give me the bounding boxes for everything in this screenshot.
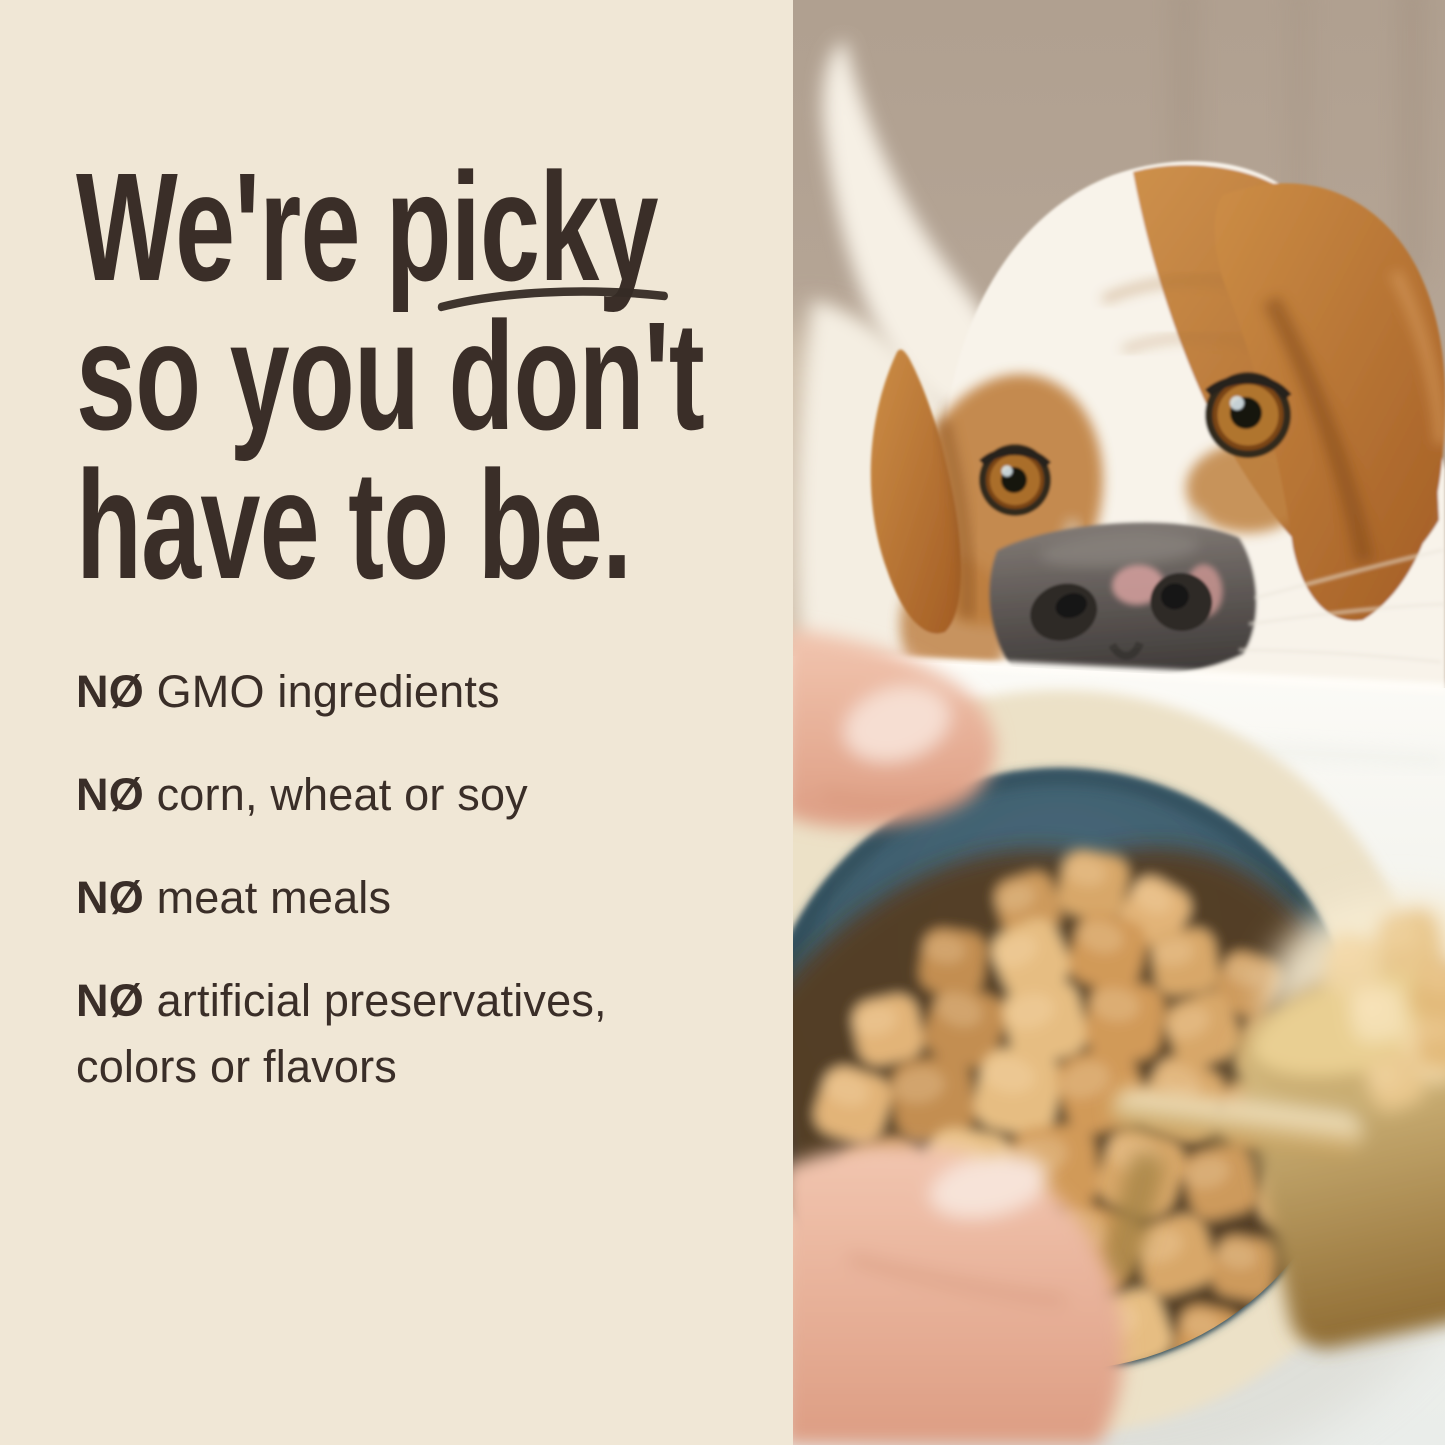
headline-word-picky-wrap: picky bbox=[386, 150, 669, 312]
dog-right-ear bbox=[1214, 183, 1445, 621]
dog-right-eye bbox=[1204, 372, 1292, 458]
claim-text: corn, wheat or soy bbox=[156, 769, 528, 820]
claim-text: artificial preservatives, bbox=[156, 975, 607, 1026]
no-symbol: NØ bbox=[76, 666, 144, 717]
claim-no-gmo: NØ GMO ingredients bbox=[76, 659, 736, 725]
claim-text: meat meals bbox=[156, 872, 392, 923]
text-panel: We're picky so you don't have to be. NØ G… bbox=[76, 150, 736, 1137]
dog-left-ear bbox=[870, 349, 974, 634]
hand-thumb bbox=[793, 629, 996, 828]
headline-line-1: We're picky bbox=[76, 150, 704, 312]
headline-line-3: have to be. bbox=[76, 439, 632, 611]
photo-panel bbox=[793, 0, 1445, 1445]
no-symbol: NØ bbox=[76, 975, 144, 1026]
headline-word-picky: picky bbox=[385, 141, 659, 313]
headline-word-were: We're bbox=[76, 141, 360, 313]
scoop-kibble bbox=[1322, 908, 1445, 1111]
claim-text: GMO ingredients bbox=[156, 666, 500, 717]
no-symbol: NØ bbox=[76, 872, 144, 923]
dog-head bbox=[870, 161, 1445, 731]
food-scoop bbox=[1101, 895, 1445, 1349]
thumb-nail bbox=[844, 686, 950, 762]
claim-no-meat-meals: NØ meat meals bbox=[76, 865, 736, 931]
claim-no-corn-wheat-soy: NØ corn, wheat or soy bbox=[76, 762, 736, 828]
dog-left-eye bbox=[979, 444, 1052, 516]
hand-fingers bbox=[793, 1144, 1124, 1445]
claim-list: NØ GMO ingredients NØ corn, wheat or soy… bbox=[76, 659, 736, 1137]
claim-no-artificial: NØ artificial preservatives, colors or fl… bbox=[76, 968, 736, 1100]
claim-text-line2: colors or flavors bbox=[76, 1041, 397, 1092]
headline-line-2: so you don't bbox=[76, 290, 705, 462]
picky-underline-swoosh-icon bbox=[437, 287, 669, 312]
no-symbol: NØ bbox=[76, 769, 144, 820]
headline: We're picky so you don't have to be. bbox=[76, 150, 705, 611]
scoop-handle bbox=[1111, 1089, 1363, 1155]
finger-nail bbox=[929, 1154, 1049, 1218]
dog-whiskers bbox=[1238, 548, 1445, 664]
dog-nose bbox=[989, 522, 1257, 681]
dog-and-bowl-photo bbox=[793, 0, 1445, 1445]
